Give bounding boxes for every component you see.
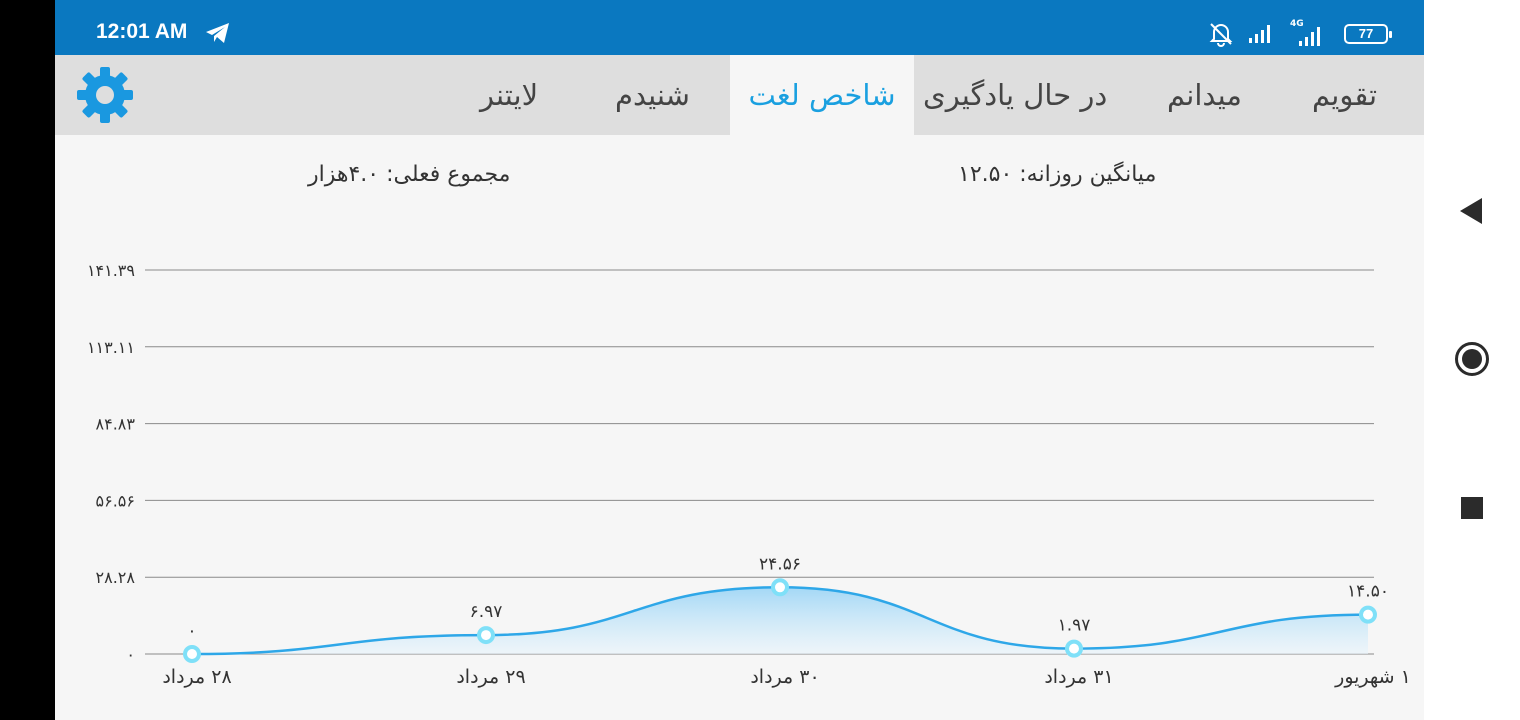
x-tick-label: ۳۱ مرداد (1044, 666, 1113, 688)
data-label: ۶.۹۷ (470, 602, 503, 622)
data-label: ۱.۹۷ (1058, 616, 1091, 636)
status-time: 12:01 AM (96, 20, 188, 43)
y-tick-label: ۱۱۳.۱۱ (87, 338, 135, 357)
tab-calendar[interactable]: تقویم (1312, 78, 1378, 112)
mute-alarm-icon (1209, 23, 1233, 47)
battery-level: 77 (1358, 26, 1374, 41)
data-point (771, 578, 789, 597)
status-bar: 12:01 AM 4G (55, 0, 1424, 55)
tab-leitner[interactable]: لایتنر (480, 78, 539, 112)
y-tick-label: ۰ (126, 645, 135, 664)
daily-average-label: میانگین روزانه: ۱۲.۵۰ (958, 162, 1157, 187)
word-index-chart: ۰ ۲۸.۲۸ ۵۶.۵۶ ۸۴.۸۳ ۱۱۳.۱۱ ۱۴۱.۳۹ ۰ ۲۸ مرداد ۶.… (87, 261, 1411, 688)
battery-icon: 77 (1344, 24, 1392, 44)
total-count-label: مجموع فعلی: ۴.۰هزار (308, 162, 511, 187)
series-area-fill (192, 587, 1368, 654)
settings-gear-icon[interactable] (75, 65, 135, 125)
app-screen: 12:01 AM 4G (55, 0, 1424, 720)
data-point (477, 626, 495, 645)
y-tick-label: ۲۸.۲۸ (96, 568, 136, 587)
status-icons: 4G 77 (1208, 19, 1392, 48)
android-nav-bar (1424, 0, 1520, 720)
back-triangle-icon[interactable] (1460, 198, 1482, 224)
tab-learning[interactable]: در حال یادگیری (923, 78, 1108, 112)
telegram-icon (206, 23, 229, 43)
tab-word-index[interactable]: شاخص لغت (730, 55, 914, 135)
data-label: ۲۴.۵۶ (759, 554, 801, 574)
y-tick-label: ۱۴۱.۳۹ (87, 261, 135, 280)
data-label: ۱۴.۵۰ (1347, 582, 1389, 602)
tab-bar: تقویم میدانم در حال یادگیری شاخص لغت شنی… (55, 55, 1424, 135)
data-point (183, 645, 201, 663)
tab-known[interactable]: میدانم (1167, 78, 1242, 112)
y-tick-label: ۵۶.۵۶ (96, 491, 135, 510)
data-point (1359, 605, 1377, 624)
network-type: 4G (1290, 19, 1304, 29)
signal-4g-icon: 4G (1288, 19, 1326, 47)
recents-square-icon[interactable] (1461, 497, 1483, 519)
x-tick-label: ۲۸ مرداد (162, 666, 231, 688)
signal-icon (1249, 25, 1270, 43)
y-tick-label: ۸۴.۸۳ (96, 415, 136, 434)
x-tick-label: ۲۹ مرداد (456, 666, 525, 688)
data-point (1065, 639, 1083, 658)
x-tick-label: ۱ شهریور (1334, 666, 1411, 688)
tab-heard[interactable]: شنیدم (615, 78, 690, 112)
home-circle-icon[interactable] (1455, 342, 1489, 376)
data-label: ۰ (187, 621, 196, 641)
x-tick-label: ۳۰ مرداد (750, 666, 819, 688)
